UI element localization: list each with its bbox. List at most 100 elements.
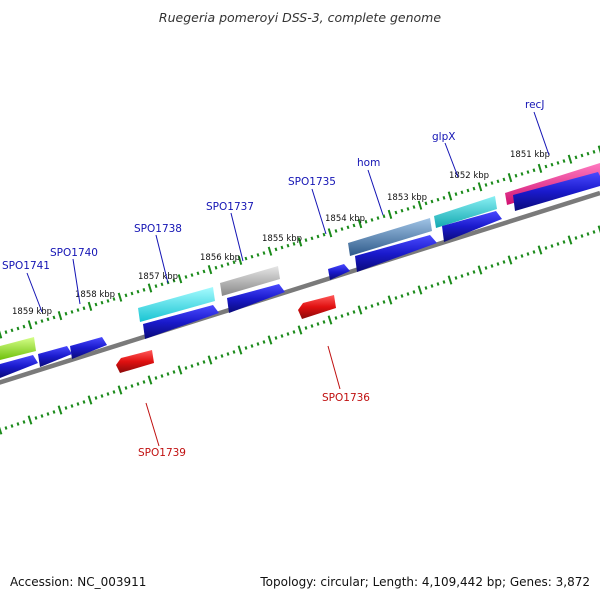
minor-tick (550, 162, 554, 167)
minor-tick (196, 362, 200, 366)
major-tick (117, 292, 123, 302)
minor-tick (370, 218, 374, 222)
minor-tick (394, 296, 398, 300)
gene-label-spo1735[interactable]: SPO1735 (288, 176, 336, 188)
minor-tick (202, 360, 206, 364)
gene-label-spo1737[interactable]: SPO1737 (206, 201, 254, 213)
gene-label-hom[interactable]: hom (357, 157, 380, 169)
major-tick (357, 305, 363, 315)
minor-tick (334, 229, 338, 233)
major-tick (117, 385, 123, 395)
minor-tick (22, 420, 26, 424)
minor-tick (514, 173, 518, 178)
minor-tick (304, 238, 308, 243)
minor-tick (214, 265, 218, 270)
minor-tick (22, 324, 26, 329)
minor-tick (64, 311, 68, 316)
minor-tick (460, 190, 464, 195)
major-tick (237, 255, 243, 265)
major-tick (447, 191, 453, 201)
major-tick (147, 375, 153, 385)
major-tick (57, 405, 63, 415)
minor-tick (286, 332, 290, 336)
minor-tick (550, 244, 554, 248)
kbp-label: 1851 kbp (510, 150, 550, 160)
major-tick (567, 235, 573, 245)
minor-tick (322, 320, 326, 324)
upper-tick-track (0, 145, 600, 339)
minor-tick (562, 240, 566, 244)
kbp-label: 1856 kbp (200, 253, 240, 263)
major-tick (477, 182, 483, 192)
minor-tick (124, 293, 128, 298)
major-tick (327, 315, 333, 325)
leader-line (26, 272, 43, 313)
gene-label-spo1739[interactable]: SPO1739 (138, 447, 186, 459)
gene-label-spo1738[interactable]: SPO1738 (134, 223, 182, 235)
minor-tick (400, 208, 404, 213)
minor-tick (196, 271, 200, 276)
minor-tick (46, 317, 50, 322)
minor-tick (106, 299, 110, 303)
minor-tick (352, 310, 356, 314)
feature-bar-spo1741 (0, 337, 36, 360)
minor-tick (154, 376, 158, 380)
minor-tick (190, 273, 194, 277)
forward-gene-track (0, 172, 600, 378)
minor-tick (250, 254, 254, 259)
genome-summary-text: Topology: circular; Length: 4,109,442 bp… (260, 575, 590, 589)
gene-label-spo1740[interactable]: SPO1740 (50, 247, 98, 259)
minor-tick (262, 340, 266, 344)
forward-gene-arrow (513, 172, 600, 211)
kbp-label: 1853 kbp (387, 193, 427, 203)
minor-tick (424, 286, 428, 290)
feature-bar-spo1738 (138, 287, 215, 322)
minor-tick (112, 297, 116, 301)
minor-tick (142, 380, 146, 384)
minor-tick (142, 287, 146, 292)
minor-tick (4, 426, 8, 430)
minor-tick (532, 168, 536, 173)
minor-tick (496, 262, 500, 266)
kbp-labels: 1851 kbp 1852 kbp 1853 kbp 1854 kbp 1855… (12, 150, 550, 317)
minor-tick (316, 322, 320, 326)
gene-label-spo1736[interactable]: SPO1736 (322, 392, 370, 404)
minor-tick (82, 400, 86, 404)
major-tick (297, 325, 303, 335)
minor-tick (280, 245, 284, 250)
gene-label-spo1741[interactable]: SPO1741 (2, 260, 50, 272)
minor-tick (4, 330, 8, 335)
minor-tick (202, 269, 206, 274)
leader-line (327, 345, 341, 390)
gene-label-recj[interactable]: recJ (525, 99, 544, 111)
major-tick (237, 345, 243, 355)
minor-tick (364, 306, 368, 310)
leader-line (72, 258, 81, 305)
minor-tick (430, 284, 434, 288)
forward-gene-arrow (38, 346, 72, 367)
minor-tick (412, 290, 416, 294)
minor-tick (76, 402, 80, 406)
major-tick (477, 265, 483, 275)
minor-tick (376, 302, 380, 306)
lower-tick-track (0, 225, 600, 435)
minor-tick (226, 352, 230, 356)
gene-label-glpx[interactable]: glpX (432, 131, 455, 143)
minor-tick (592, 230, 596, 234)
feature-bar-glpx (434, 196, 497, 228)
minor-tick (100, 300, 104, 305)
minor-tick (16, 326, 20, 331)
minor-tick (292, 330, 296, 334)
minor-tick (346, 225, 350, 230)
minor-tick (16, 422, 20, 426)
minor-tick (136, 382, 140, 386)
minor-tick (502, 260, 506, 264)
minor-tick (526, 170, 530, 174)
minor-tick (556, 242, 560, 246)
minor-tick (544, 246, 548, 250)
minor-tick (232, 350, 236, 354)
minor-tick (70, 310, 74, 314)
minor-tick (274, 247, 278, 252)
label-leader-lines (26, 111, 550, 447)
minor-tick (580, 153, 584, 158)
